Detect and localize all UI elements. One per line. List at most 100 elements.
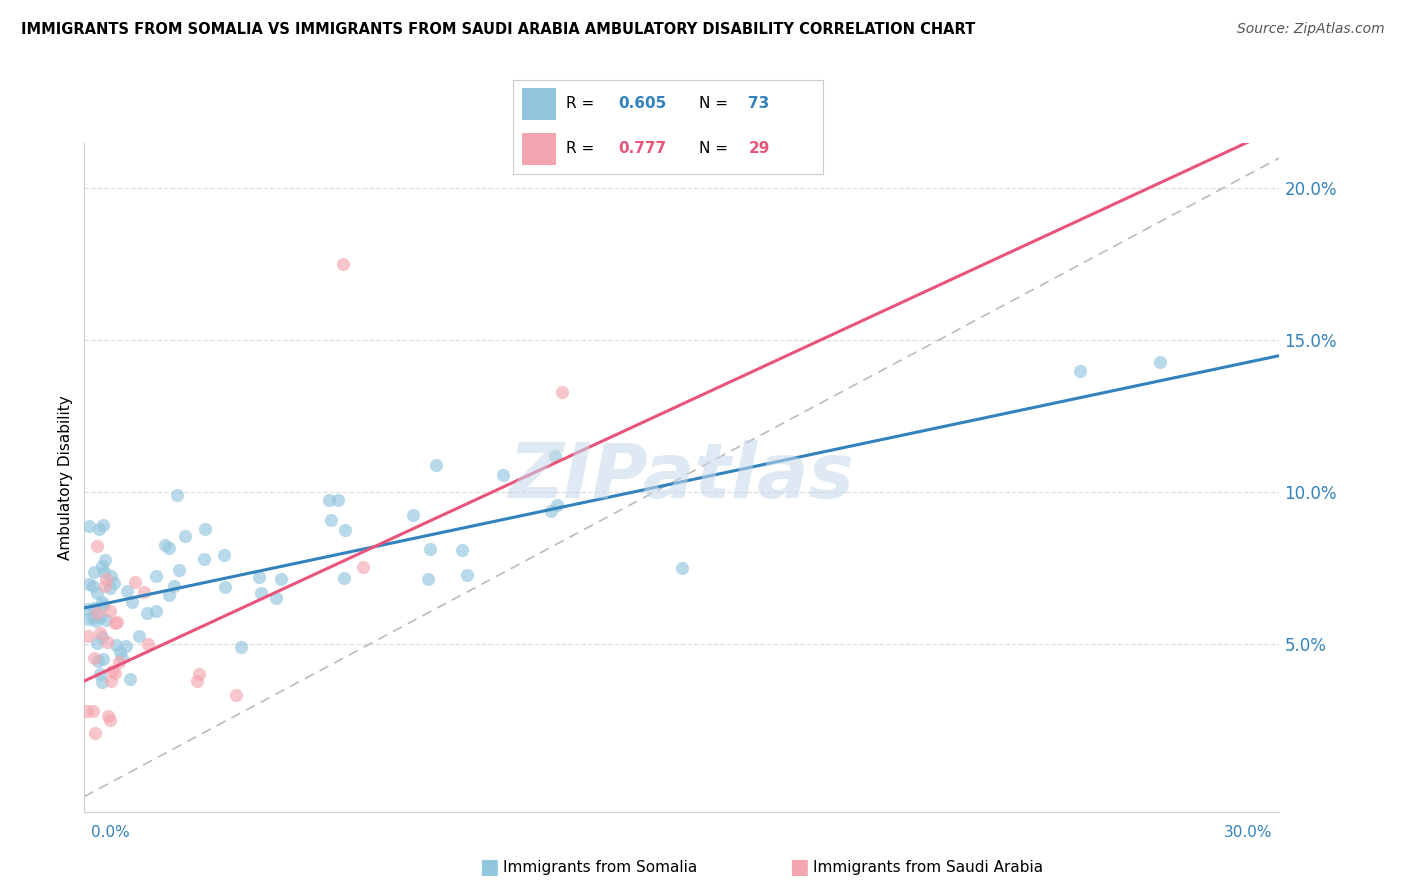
Point <box>94 552 117 566</box>
Point <box>163 579 186 593</box>
Point <box>135 607 157 621</box>
Point <box>77 519 100 533</box>
Point <box>145 604 167 618</box>
Point <box>83 600 105 615</box>
Point <box>214 581 236 595</box>
Point <box>98 714 121 728</box>
Point <box>671 561 693 575</box>
Text: 0.777: 0.777 <box>619 141 666 156</box>
Text: R =: R = <box>565 141 599 156</box>
Text: 73: 73 <box>748 96 769 112</box>
Point <box>84 726 107 740</box>
Point <box>110 645 132 659</box>
Point <box>333 523 356 537</box>
Point <box>77 576 100 591</box>
Bar <box>523 87 557 120</box>
Point <box>86 607 108 621</box>
Point <box>247 570 270 584</box>
Point <box>114 639 136 653</box>
Text: IMMIGRANTS FROM SOMALIA VS IMMIGRANTS FROM SAUDI ARABIA AMBULATORY DISABILITY CO: IMMIGRANTS FROM SOMALIA VS IMMIGRANTS FR… <box>21 22 976 37</box>
Point <box>328 492 350 507</box>
Point <box>264 591 287 605</box>
Text: Immigrants from Somalia: Immigrants from Somalia <box>503 860 697 874</box>
Point <box>83 565 105 579</box>
Point <box>82 611 104 625</box>
Point <box>159 541 181 555</box>
Point <box>318 493 340 508</box>
Point <box>194 523 217 537</box>
Text: N =: N = <box>699 96 733 112</box>
Point <box>108 655 131 669</box>
Point <box>101 664 124 678</box>
Point <box>91 675 114 690</box>
Point <box>225 688 247 702</box>
Point <box>77 602 100 616</box>
Point <box>451 543 474 558</box>
Point <box>319 513 342 527</box>
Point <box>155 538 177 552</box>
Point <box>91 599 114 613</box>
Point <box>89 667 111 681</box>
Point <box>1069 364 1091 378</box>
Text: 0.0%: 0.0% <box>91 825 131 840</box>
Point <box>91 558 114 573</box>
Point <box>174 528 197 542</box>
Point <box>86 586 108 600</box>
Text: 0.605: 0.605 <box>619 96 666 112</box>
Point <box>544 449 567 463</box>
Text: Immigrants from Saudi Arabia: Immigrants from Saudi Arabia <box>813 860 1043 874</box>
Point <box>186 674 208 689</box>
Point <box>104 616 127 631</box>
Text: 30.0%: 30.0% <box>1225 825 1272 840</box>
Point <box>419 542 441 557</box>
Point <box>89 610 111 624</box>
Point <box>89 626 111 640</box>
Point <box>98 604 121 618</box>
Point <box>212 548 235 562</box>
Point <box>94 572 117 586</box>
Text: 29: 29 <box>748 141 769 156</box>
Point <box>121 595 143 609</box>
Point <box>145 569 167 583</box>
Point <box>134 584 156 599</box>
Text: N =: N = <box>699 141 733 156</box>
Point <box>91 630 114 644</box>
Point <box>124 575 146 590</box>
Point <box>90 594 112 608</box>
Point <box>82 579 104 593</box>
Point <box>157 588 180 602</box>
Text: R =: R = <box>565 96 599 112</box>
Point <box>402 508 425 522</box>
Point <box>76 612 98 626</box>
Point <box>115 583 138 598</box>
Point <box>333 571 356 585</box>
Point <box>352 560 374 574</box>
Point <box>94 613 117 627</box>
Point <box>87 522 110 536</box>
Point <box>332 257 354 271</box>
Point <box>91 518 114 533</box>
Point <box>100 569 122 583</box>
Point <box>111 651 134 665</box>
Point <box>425 458 447 472</box>
Point <box>1149 354 1171 368</box>
Point <box>492 468 515 483</box>
Point <box>103 576 125 591</box>
Point <box>416 572 439 586</box>
Point <box>84 615 107 629</box>
Point <box>100 673 122 688</box>
Point <box>249 586 271 600</box>
Point <box>82 705 104 719</box>
Point <box>229 640 252 654</box>
Point <box>456 567 478 582</box>
Point <box>540 504 562 518</box>
Point <box>104 666 127 681</box>
Point <box>96 635 118 649</box>
Point <box>86 539 108 553</box>
Point <box>77 629 100 643</box>
Bar <box>523 133 557 164</box>
Point <box>546 498 568 512</box>
Point <box>188 667 211 681</box>
Text: Source: ZipAtlas.com: Source: ZipAtlas.com <box>1237 22 1385 37</box>
Point <box>270 573 292 587</box>
